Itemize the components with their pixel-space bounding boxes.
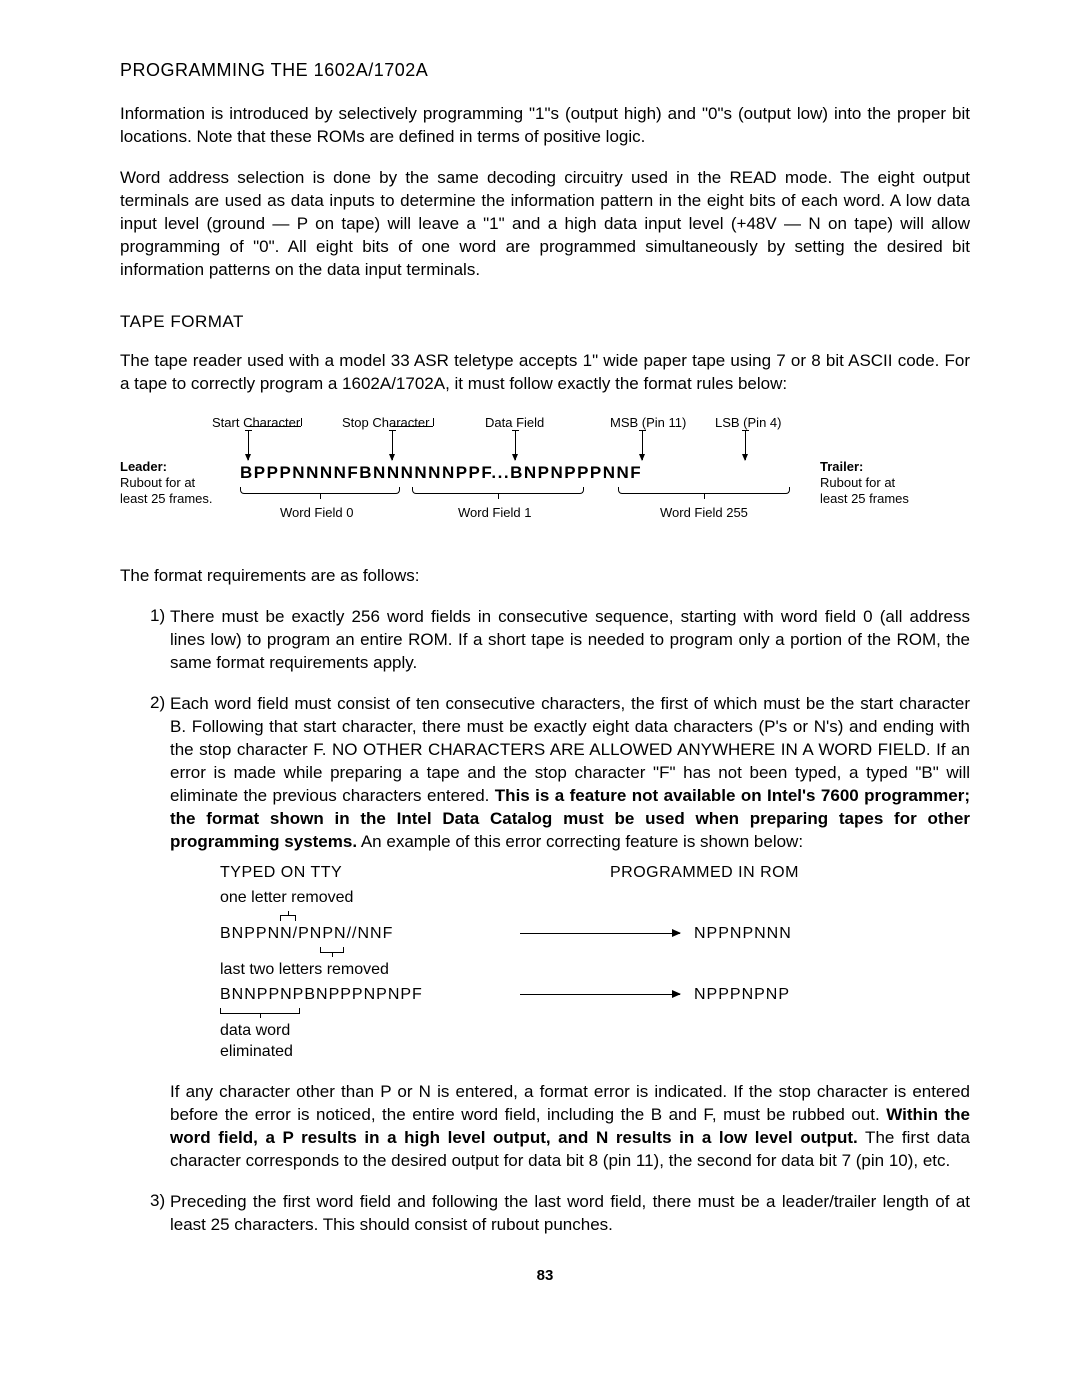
diagram-label: Word Field 1 [458, 505, 531, 520]
example-note: eliminated [220, 1041, 970, 1063]
page-title: PROGRAMMING THE 1602A/1702A [120, 60, 970, 81]
list-number: 3) [120, 1191, 170, 1237]
list-number: 1) [120, 606, 170, 675]
example-header: PROGRAMMED IN ROM [610, 862, 799, 884]
brace-icon [240, 487, 400, 494]
arrow-elbow [248, 426, 301, 427]
list-item: 2) Each word field must consist of ten c… [120, 693, 970, 1172]
arrow-down-icon [248, 430, 249, 460]
diagram-label: Rubout for at [120, 475, 195, 490]
text-span: An example of this error correcting feat… [357, 832, 803, 851]
diagram-label: Data Field [485, 415, 544, 430]
diagram-label: Trailer: [820, 459, 863, 474]
page-number: 83 [120, 1267, 970, 1284]
brace-icon [412, 487, 584, 494]
text-span: If any character other than P or N is en… [170, 1082, 970, 1124]
arrow-elbow [432, 418, 434, 426]
diagram-label: Start Character [212, 415, 300, 430]
example-typed: BNPPNN/PNPN//NNF [220, 923, 520, 945]
arrow-elbow [300, 418, 302, 426]
example-result: NPPNPNNN [680, 923, 792, 945]
paragraph: The tape reader used with a model 33 ASR… [120, 350, 970, 396]
arrow-down-icon [642, 430, 643, 460]
diagram-label: Word Field 0 [280, 505, 353, 520]
section-heading: TAPE FORMAT [120, 312, 970, 332]
diagram-label: least 25 frames [820, 491, 909, 506]
list-number: 2) [120, 693, 170, 1172]
tape-string: BPPPNNNNFBNNNNNNPPF...BNPNPPPNNF [240, 463, 642, 483]
diagram-label: MSB (Pin 11) [610, 415, 686, 430]
paragraph: Information is introduced by selectively… [120, 103, 970, 149]
tape-format-diagram: Start Character Stop Character Data Fiel… [120, 415, 970, 545]
page: PROGRAMMING THE 1602A/1702A Information … [0, 0, 1080, 1397]
arrow-down-icon [392, 430, 393, 460]
list-body: There must be exactly 256 word fields in… [170, 606, 970, 675]
arrow-right-icon [520, 933, 680, 934]
brace-icon [618, 487, 790, 494]
example-result: NPPPNPNP [680, 984, 790, 1006]
list-body: Each word field must consist of ten cons… [170, 693, 970, 1172]
diagram-label: LSB (Pin 4) [715, 415, 781, 430]
example-block: TYPED ON TTY PROGRAMMED IN ROM one lette… [220, 862, 970, 1063]
paragraph: The format requirements are as follows: [120, 565, 970, 588]
example-typed: BNNPPNPBNPPPNPNPF [220, 984, 520, 1006]
arrow-elbow [392, 426, 433, 427]
paragraph: Word address selection is done by the sa… [120, 167, 970, 282]
list-item: 3) Preceding the first word field and fo… [120, 1191, 970, 1237]
diagram-label: least 25 frames. [120, 491, 213, 506]
diagram-label: Leader: [120, 459, 167, 474]
arrow-down-icon [745, 430, 746, 460]
example-note: one letter removed [220, 887, 970, 909]
diagram-label: Stop Character [342, 415, 429, 430]
example-header: TYPED ON TTY [220, 862, 520, 884]
diagram-label: Rubout for at [820, 475, 895, 490]
example-note: last two letters removed [220, 959, 970, 981]
list-item: 1) There must be exactly 256 word fields… [120, 606, 970, 675]
brace-icon [280, 915, 296, 921]
example-note: data word [220, 1020, 970, 1042]
diagram-label: Word Field 255 [660, 505, 748, 520]
list-body: Preceding the first word field and follo… [170, 1191, 970, 1237]
brace-icon [220, 1008, 300, 1014]
arrow-down-icon [515, 430, 516, 460]
brace-icon [320, 947, 344, 953]
arrow-right-icon [520, 994, 680, 995]
